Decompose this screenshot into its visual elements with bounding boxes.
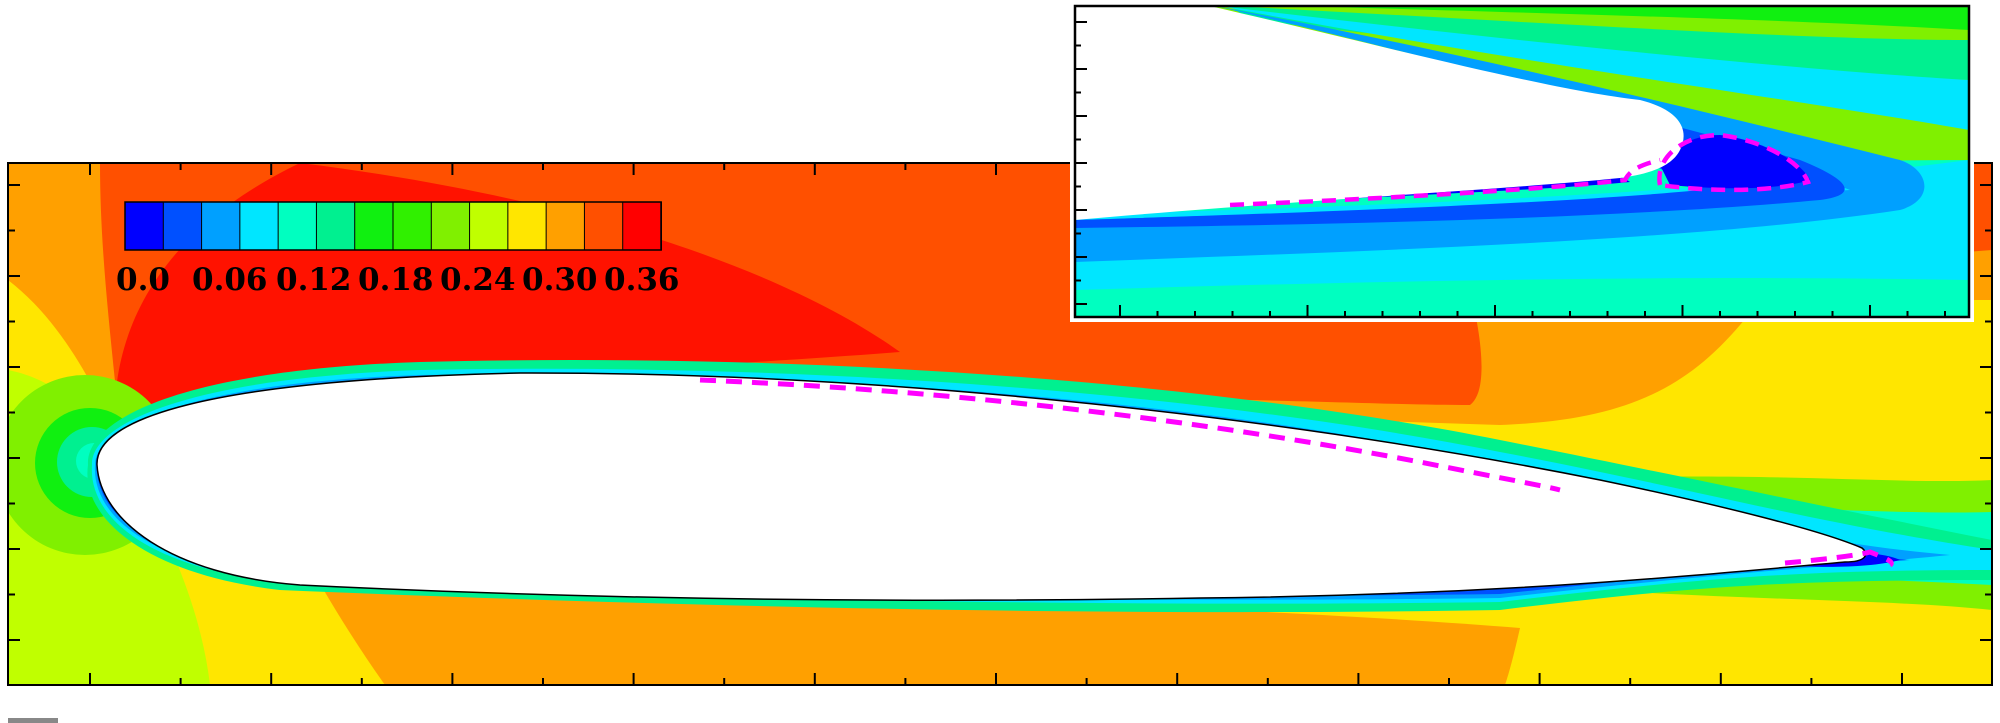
colorbar-swatch [239,201,280,251]
colorbar-label-0: 0.0 [116,262,170,298]
colorbar-swatch [354,201,395,251]
colorbar-swatch [201,201,241,251]
colorbar-swatch [545,201,586,251]
inset-zero-contour-lower [1229,157,1661,208]
colorbar-swatch [622,201,663,251]
colorbar: 0.0 0.06 0.12 0.18 0.24 0.30 0.36 [116,201,680,298]
airfoil-body [96,372,1867,601]
colorbar-label-5: 0.30 [522,262,598,298]
zero-contour-te [1784,549,1894,568]
trailing-edge-zoom-inset [1070,1,1974,322]
colorbar-swatch [162,201,203,251]
colorbar-labels: 0.0 0.06 0.12 0.18 0.24 0.30 0.36 [116,262,680,298]
field-orange-lower [315,575,1520,685]
colorbar-label-6: 0.36 [604,262,680,298]
colorbar-label-3: 0.18 [358,262,434,298]
colorbar-swatch [392,201,433,251]
colorbar-swatch [469,201,509,251]
colorbar-swatch [430,201,471,251]
corner-mark [8,718,58,723]
inset-airfoil-body [1075,6,1684,220]
colorbar-swatch [124,201,165,251]
zero-contour-upper [699,377,1561,493]
colorbar-label-1: 0.06 [192,262,268,298]
colorbar-swatch [583,201,624,251]
colorbar-swatches [124,201,663,251]
colorbar-swatch [315,201,356,251]
colorbar-swatch [277,201,318,251]
colorbar-swatch [507,201,548,251]
colorbar-label-2: 0.12 [276,262,352,298]
colorbar-label-4: 0.24 [440,262,516,298]
